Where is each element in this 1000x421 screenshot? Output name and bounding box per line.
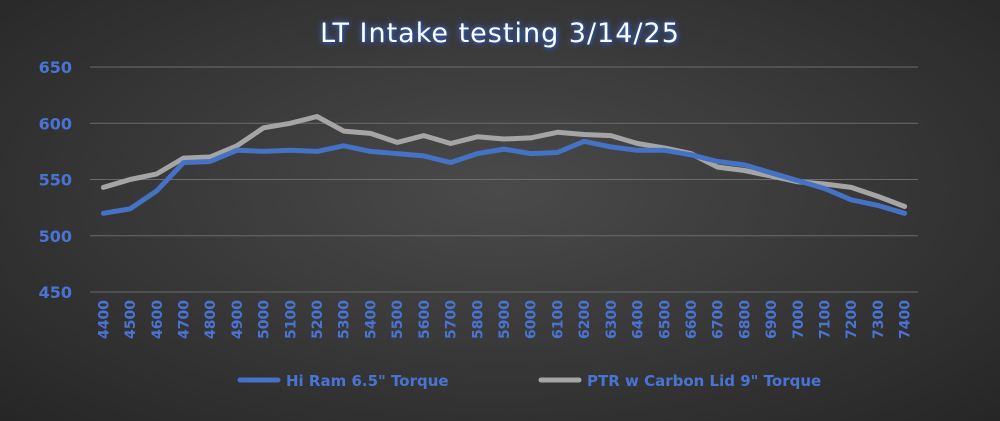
x-tick-label: 6700 xyxy=(711,300,727,339)
x-tick-label: 6300 xyxy=(604,300,620,339)
x-tick-label: 6100 xyxy=(550,300,566,339)
x-tick-label: 4400 xyxy=(96,300,112,339)
x-tick-label: 7200 xyxy=(844,300,860,339)
x-tick-label: 6400 xyxy=(631,300,647,339)
y-tick-label: 550 xyxy=(39,171,72,190)
x-tick-label: 7100 xyxy=(818,300,834,339)
y-tick-label: 500 xyxy=(39,227,72,246)
x-tick-label: 5900 xyxy=(497,300,513,339)
x-tick-label: 4900 xyxy=(230,300,246,339)
series-line xyxy=(100,114,908,209)
x-tick-label: 6900 xyxy=(764,300,780,339)
y-tick-label: 450 xyxy=(39,283,72,302)
chart-title: LT Intake testing 3/14/25 xyxy=(320,18,680,49)
y-tick-label: 650 xyxy=(39,58,72,77)
x-tick-label: 5600 xyxy=(417,300,433,339)
x-tick-label: 6600 xyxy=(684,300,700,339)
x-tick-label: 5800 xyxy=(470,300,486,339)
legend-label: PTR w Carbon Lid 9" Torque xyxy=(587,372,821,390)
x-tick-label: 5700 xyxy=(444,300,460,339)
x-tick-label: 6000 xyxy=(524,300,540,339)
x-tick-label: 6800 xyxy=(737,300,753,339)
x-tick-label: 5000 xyxy=(257,300,273,339)
x-tick-label: 7300 xyxy=(871,300,887,339)
x-tick-label: 5200 xyxy=(310,300,326,339)
legend-label: Hi Ram 6.5" Torque xyxy=(286,372,449,390)
x-tick-label: 6200 xyxy=(577,300,593,339)
x-tick-label: 4600 xyxy=(150,300,166,339)
x-tick-label: 7000 xyxy=(791,300,807,339)
x-tick-label: 7400 xyxy=(898,300,914,339)
x-tick-label: 6500 xyxy=(657,300,673,339)
series-line xyxy=(100,138,908,216)
x-tick-label: 5500 xyxy=(390,300,406,339)
x-tick-label: 4500 xyxy=(123,300,139,339)
x-tick-label: 5400 xyxy=(363,300,379,339)
x-tick-label: 5100 xyxy=(283,300,299,339)
x-tick-label: 4800 xyxy=(203,300,219,339)
x-tick-label: 4700 xyxy=(176,300,192,339)
x-tick-label: 5300 xyxy=(337,300,353,339)
y-tick-label: 600 xyxy=(39,114,72,133)
